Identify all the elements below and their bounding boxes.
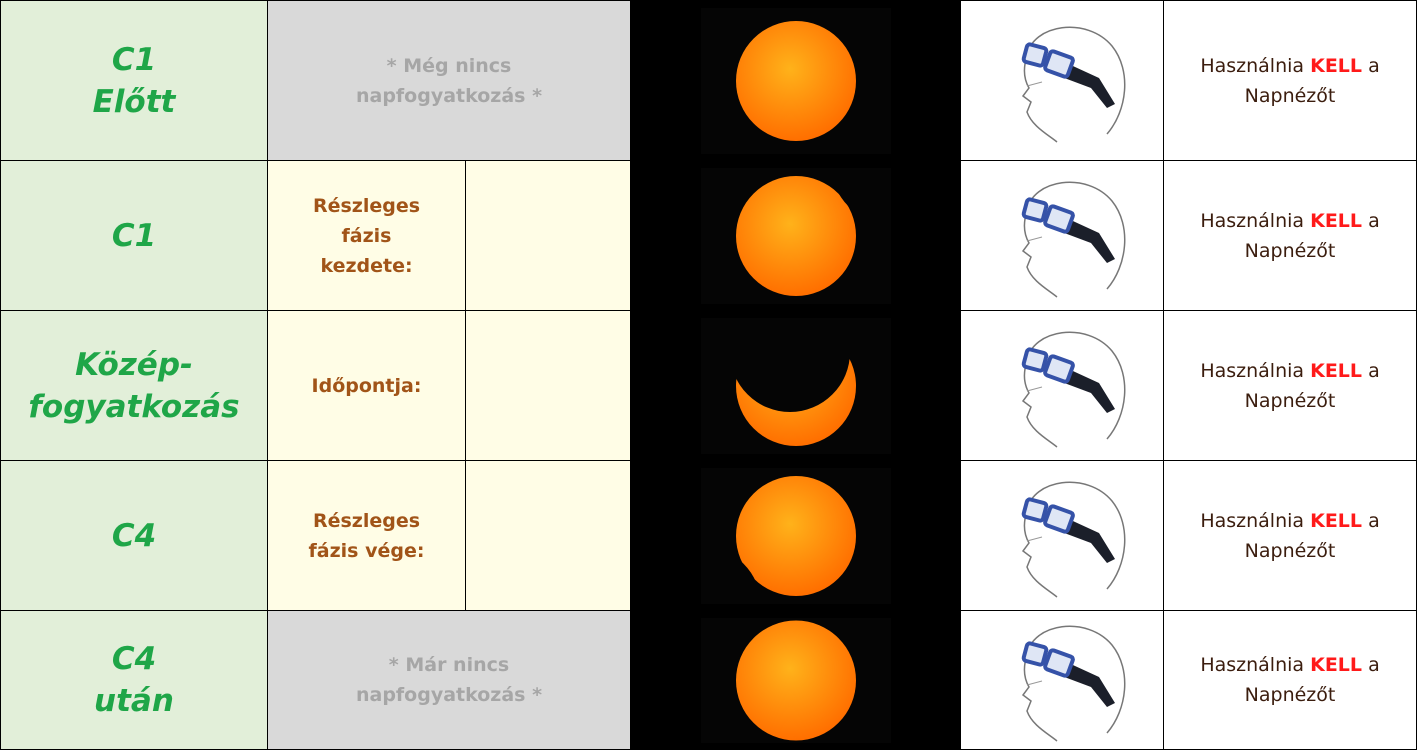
advice-text: Használnia KELL a Napnézőt xyxy=(1192,51,1388,111)
phase-line: Előtt xyxy=(1,81,267,123)
sun-image xyxy=(631,2,961,160)
table-row: C4 Részleges fázis vége: Használnia KELL a… xyxy=(1,461,1417,611)
phase-line: után xyxy=(1,680,267,722)
head-outline xyxy=(1023,482,1125,597)
sun-disc xyxy=(736,326,856,446)
advice-emphasis: KELL xyxy=(1310,654,1362,676)
lens xyxy=(1044,355,1073,382)
head-outline xyxy=(1023,626,1125,741)
sun-disc xyxy=(736,176,856,296)
phase-line: C1 xyxy=(1,39,267,81)
advice-before: Használnia xyxy=(1200,55,1304,77)
sun-disc xyxy=(736,21,856,141)
sun-disc xyxy=(736,620,856,740)
lens xyxy=(1023,43,1047,66)
glasses-cell xyxy=(961,461,1164,611)
advice-before: Használnia xyxy=(1200,210,1304,232)
table-row: C1 Részleges fázis kezdete: Használnia KEL… xyxy=(1,161,1417,311)
mouth xyxy=(1027,537,1042,541)
note-text: * Már nincs napfogyatkozás * xyxy=(318,650,580,710)
glasses-cell xyxy=(961,1,1164,161)
advice-emphasis: KELL xyxy=(1310,55,1362,77)
advice-text: Használnia KELL a Napnézőt xyxy=(1192,650,1388,710)
sun-cell xyxy=(631,1,961,161)
advice-emphasis: KELL xyxy=(1310,360,1362,382)
phase-cell: Közép-fogyatkozás xyxy=(1,311,268,461)
label-cell: Részleges fázis vége: xyxy=(268,461,466,611)
glasses-cell xyxy=(961,161,1164,311)
glasses-image xyxy=(987,471,1137,601)
note-cell: * Még nincs napfogyatkozás * xyxy=(268,1,631,161)
label-text: Részleges fázis vége: xyxy=(298,506,435,566)
eclipse-table: C1Előtt* Még nincs napfogyatkozás *Haszn… xyxy=(0,0,1417,750)
advice-cell: Használnia KELL a Napnézőt xyxy=(1164,161,1417,311)
lens xyxy=(1023,643,1047,666)
phase-line: C4 xyxy=(1,515,267,557)
note-text: * Még nincs napfogyatkozás * xyxy=(318,51,580,111)
lens xyxy=(1044,205,1073,232)
glasses-cell xyxy=(961,611,1164,750)
empty-cell xyxy=(466,311,631,461)
label-text: Részleges fázis kezdete: xyxy=(298,191,435,281)
sun-image xyxy=(631,162,961,310)
empty-cell xyxy=(466,461,631,611)
phase-line: Közép- xyxy=(1,344,267,386)
sun-cell xyxy=(631,161,961,311)
mouth xyxy=(1027,681,1042,685)
lens xyxy=(1023,348,1047,371)
sun-image xyxy=(631,612,961,749)
sun-image xyxy=(631,312,961,460)
advice-text: Használnia KELL a Napnézőt xyxy=(1192,356,1388,416)
sun-image xyxy=(631,462,961,610)
mouth xyxy=(1027,237,1042,241)
lens xyxy=(1023,198,1047,221)
table-body: C1Előtt* Még nincs napfogyatkozás *Haszn… xyxy=(1,1,1417,750)
glasses-cell xyxy=(961,311,1164,461)
glasses-image xyxy=(987,615,1137,745)
sun-cell xyxy=(631,611,961,750)
advice-cell: Használnia KELL a Napnézőt xyxy=(1164,1,1417,161)
sun-cell xyxy=(631,461,961,611)
sun-disc xyxy=(736,476,856,596)
table-row: Közép-fogyatkozás Időpontja: Használnia KE… xyxy=(1,311,1417,461)
advice-emphasis: KELL xyxy=(1310,210,1362,232)
head-outline xyxy=(1023,332,1125,447)
lens xyxy=(1023,498,1047,521)
lens xyxy=(1044,50,1073,77)
page: C1Előtt* Még nincs napfogyatkozás *Haszn… xyxy=(0,0,1417,750)
advice-cell: Használnia KELL a Napnézőt xyxy=(1164,311,1417,461)
label-cell: Részleges fázis kezdete: xyxy=(268,161,466,311)
advice-emphasis: KELL xyxy=(1310,510,1362,532)
mouth xyxy=(1027,387,1042,391)
advice-cell: Használnia KELL a Napnézőt xyxy=(1164,461,1417,611)
advice-text: Használnia KELL a Napnézőt xyxy=(1192,506,1388,566)
sun-cell xyxy=(631,311,961,461)
lens xyxy=(1044,505,1073,532)
head-outline xyxy=(1023,27,1125,142)
mouth xyxy=(1027,82,1042,86)
phase-line: C1 xyxy=(1,215,267,257)
advice-before: Használnia xyxy=(1200,360,1304,382)
advice-cell: Használnia KELL a Napnézőt xyxy=(1164,611,1417,750)
advice-before: Használnia xyxy=(1200,654,1304,676)
label-text: Időpontja: xyxy=(298,371,435,401)
advice-text: Használnia KELL a Napnézőt xyxy=(1192,206,1388,266)
empty-cell xyxy=(466,161,631,311)
phase-cell: C4 xyxy=(1,461,268,611)
advice-before: Használnia xyxy=(1200,510,1304,532)
glasses-image xyxy=(987,16,1137,146)
head-outline xyxy=(1023,182,1125,297)
glasses-image xyxy=(987,321,1137,451)
phase-cell: C1 xyxy=(1,161,268,311)
lens xyxy=(1044,649,1073,676)
phase-line: fogyatkozás xyxy=(1,386,267,428)
note-cell: * Már nincs napfogyatkozás * xyxy=(268,611,631,750)
phase-line: C4 xyxy=(1,638,267,680)
label-cell: Időpontja: xyxy=(268,311,466,461)
glasses-image xyxy=(987,171,1137,301)
